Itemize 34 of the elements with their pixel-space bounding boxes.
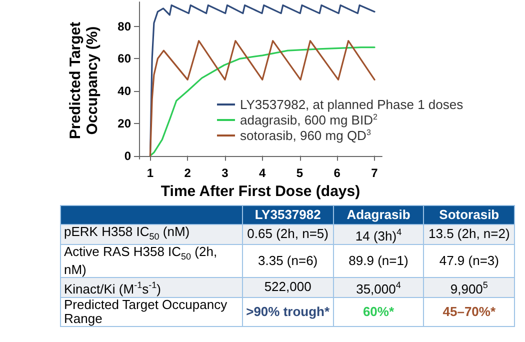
text: 13.5 (2h, n=2) [428, 226, 510, 242]
text: 0.65 (2h, n=5) [247, 226, 328, 242]
y-axis-title: Predicted Target Occupancy (%) [67, 22, 101, 140]
x-tick-label: 7 [371, 166, 378, 180]
y-tick-label: 0 [124, 148, 132, 163]
y-tick-label: 20 [118, 116, 132, 130]
category-label: Adagrasib [333, 206, 424, 224]
text: 3.35 (n=6) [258, 252, 318, 268]
x-tick-label: 2 [184, 166, 192, 180]
y-tick-label: 60 [118, 52, 132, 66]
legend-label: LY3537982, at planned Phase 1 doses [240, 97, 464, 112]
text: 47.9 (n=3) [439, 252, 499, 268]
category-label: Predicted Target Occupancy Range [64, 296, 228, 326]
text: 45–70%* [442, 304, 496, 319]
category-label: Active RAS H358 IC$_{50}$ (2h, nM) [64, 244, 218, 278]
category-label: pERK H358 IC$_{50}$ (nM) [64, 224, 190, 242]
text: 522,000 [264, 279, 312, 294]
x-tick-label: 6 [334, 166, 341, 180]
x-tick-label: 3 [222, 166, 229, 180]
x-axis-title: Time After First Dose (days) [160, 182, 360, 200]
text: 60%* [362, 304, 394, 319]
y-tick-label: 40 [118, 84, 132, 98]
y-tick-label: 80 [118, 19, 132, 34]
text: 14 (3h)$^{4}$ [355, 227, 402, 244]
category-label: LY3537982 [242, 206, 334, 224]
category-label: Sotorasib [424, 206, 514, 224]
text: 89.9 (n=1) [348, 252, 408, 268]
x-tick-label: 5 [296, 166, 304, 180]
text: 35,000$^{4}$ [356, 280, 401, 297]
x-tick-label: 1 [146, 166, 154, 180]
category-label: Kinact/Ki (M$^{-1}$s$^{-1}$) [64, 280, 161, 297]
text: >90% trough* [246, 304, 330, 319]
x-tick-label: 4 [259, 166, 266, 180]
text: 9,900$^{5}$ [450, 280, 488, 297]
